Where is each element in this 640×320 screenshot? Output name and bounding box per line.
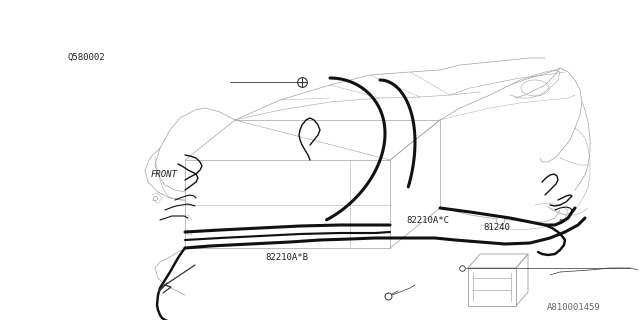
Text: 81240: 81240: [483, 223, 510, 232]
Text: A810001459: A810001459: [547, 303, 601, 312]
Text: 82210A*B: 82210A*B: [266, 253, 308, 262]
Text: 82210A*C: 82210A*C: [406, 216, 449, 225]
Text: FRONT: FRONT: [150, 170, 177, 179]
Text: Q580002: Q580002: [67, 53, 105, 62]
